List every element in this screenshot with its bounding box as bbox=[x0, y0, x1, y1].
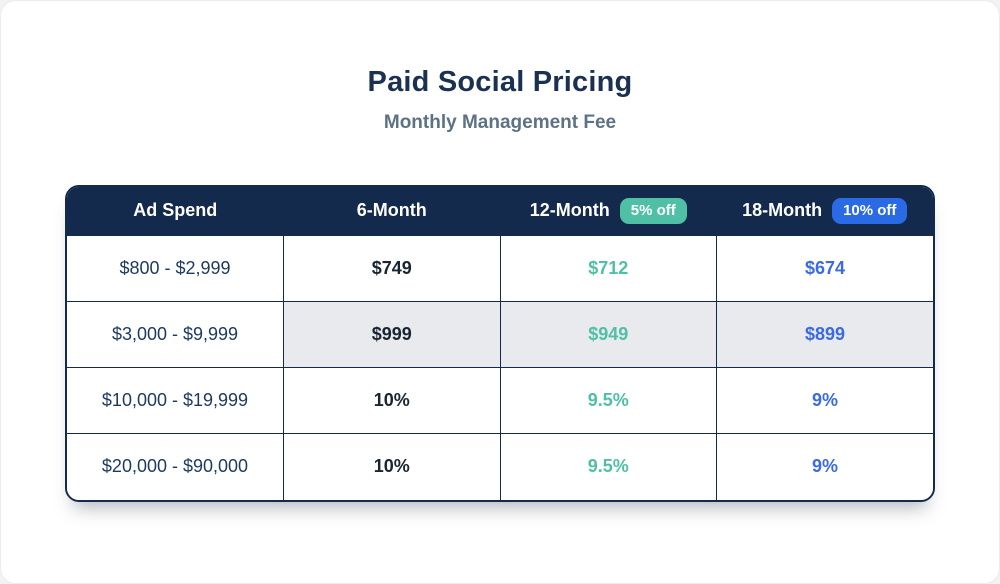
cell-12-month: 9.5% bbox=[499, 433, 717, 500]
table-row: $20,000 - $90,000 10% 9.5% 9% bbox=[67, 433, 933, 500]
header-row: Ad Spend 6-Month 12-Month 5% off 18-Mont… bbox=[67, 186, 933, 236]
header-12-month: 12-Month 5% off bbox=[500, 186, 717, 236]
table-row: $800 - $2,999 $749 $712 $674 bbox=[67, 235, 933, 303]
discount-badge-12-month: 5% off bbox=[619, 197, 687, 224]
cell-ad-spend: $3,000 - $9,999 bbox=[67, 301, 284, 369]
cell-12-month: $712 bbox=[499, 235, 717, 303]
header-ad-spend-label: Ad Spend bbox=[133, 200, 218, 221]
table-row: $3,000 - $9,999 $999 $949 $899 bbox=[67, 301, 933, 369]
cell-6-month: 10% bbox=[283, 433, 501, 500]
cell-18-month: 9% bbox=[716, 433, 933, 500]
pricing-table-container: Ad Spend 6-Month 12-Month 5% off 18-Mont… bbox=[65, 184, 935, 502]
header-6-month: 6-Month bbox=[283, 186, 500, 236]
header-18-month-label: 18-Month bbox=[742, 200, 823, 221]
cell-12-month: $949 bbox=[499, 301, 717, 369]
table-row: $10,000 - $19,999 10% 9.5% 9% bbox=[67, 367, 933, 435]
cell-ad-spend: $800 - $2,999 bbox=[67, 235, 284, 303]
page-title: Paid Social Pricing bbox=[367, 66, 633, 98]
pricing-table-header: Ad Spend 6-Month 12-Month 5% off 18-Mont… bbox=[67, 186, 933, 236]
pricing-table-body: $800 - $2,999 $749 $712 $674 $3,000 - $9… bbox=[67, 235, 933, 500]
cell-6-month: $999 bbox=[283, 301, 501, 369]
cell-18-month: $674 bbox=[716, 235, 933, 303]
cell-18-month: 9% bbox=[716, 367, 933, 435]
pricing-table: Ad Spend 6-Month 12-Month 5% off 18-Mont… bbox=[67, 186, 933, 500]
page-subtitle: Monthly Management Fee bbox=[383, 111, 617, 133]
cell-18-month: $899 bbox=[716, 301, 933, 369]
cell-6-month: 10% bbox=[283, 367, 501, 435]
header-12-month-label: 12-Month bbox=[529, 200, 610, 221]
cell-12-month: 9.5% bbox=[499, 367, 717, 435]
cell-ad-spend: $10,000 - $19,999 bbox=[67, 367, 284, 435]
header-6-month-label: 6-Month bbox=[356, 200, 427, 221]
discount-badge-18-month: 10% off bbox=[832, 197, 908, 224]
cell-ad-spend: $20,000 - $90,000 bbox=[67, 433, 284, 500]
heading-block: Paid Social Pricing Monthly Management F… bbox=[1, 1, 999, 135]
header-ad-spend: Ad Spend bbox=[67, 186, 284, 236]
header-18-month: 18-Month 10% off bbox=[716, 186, 933, 236]
cell-6-month: $749 bbox=[283, 235, 501, 303]
